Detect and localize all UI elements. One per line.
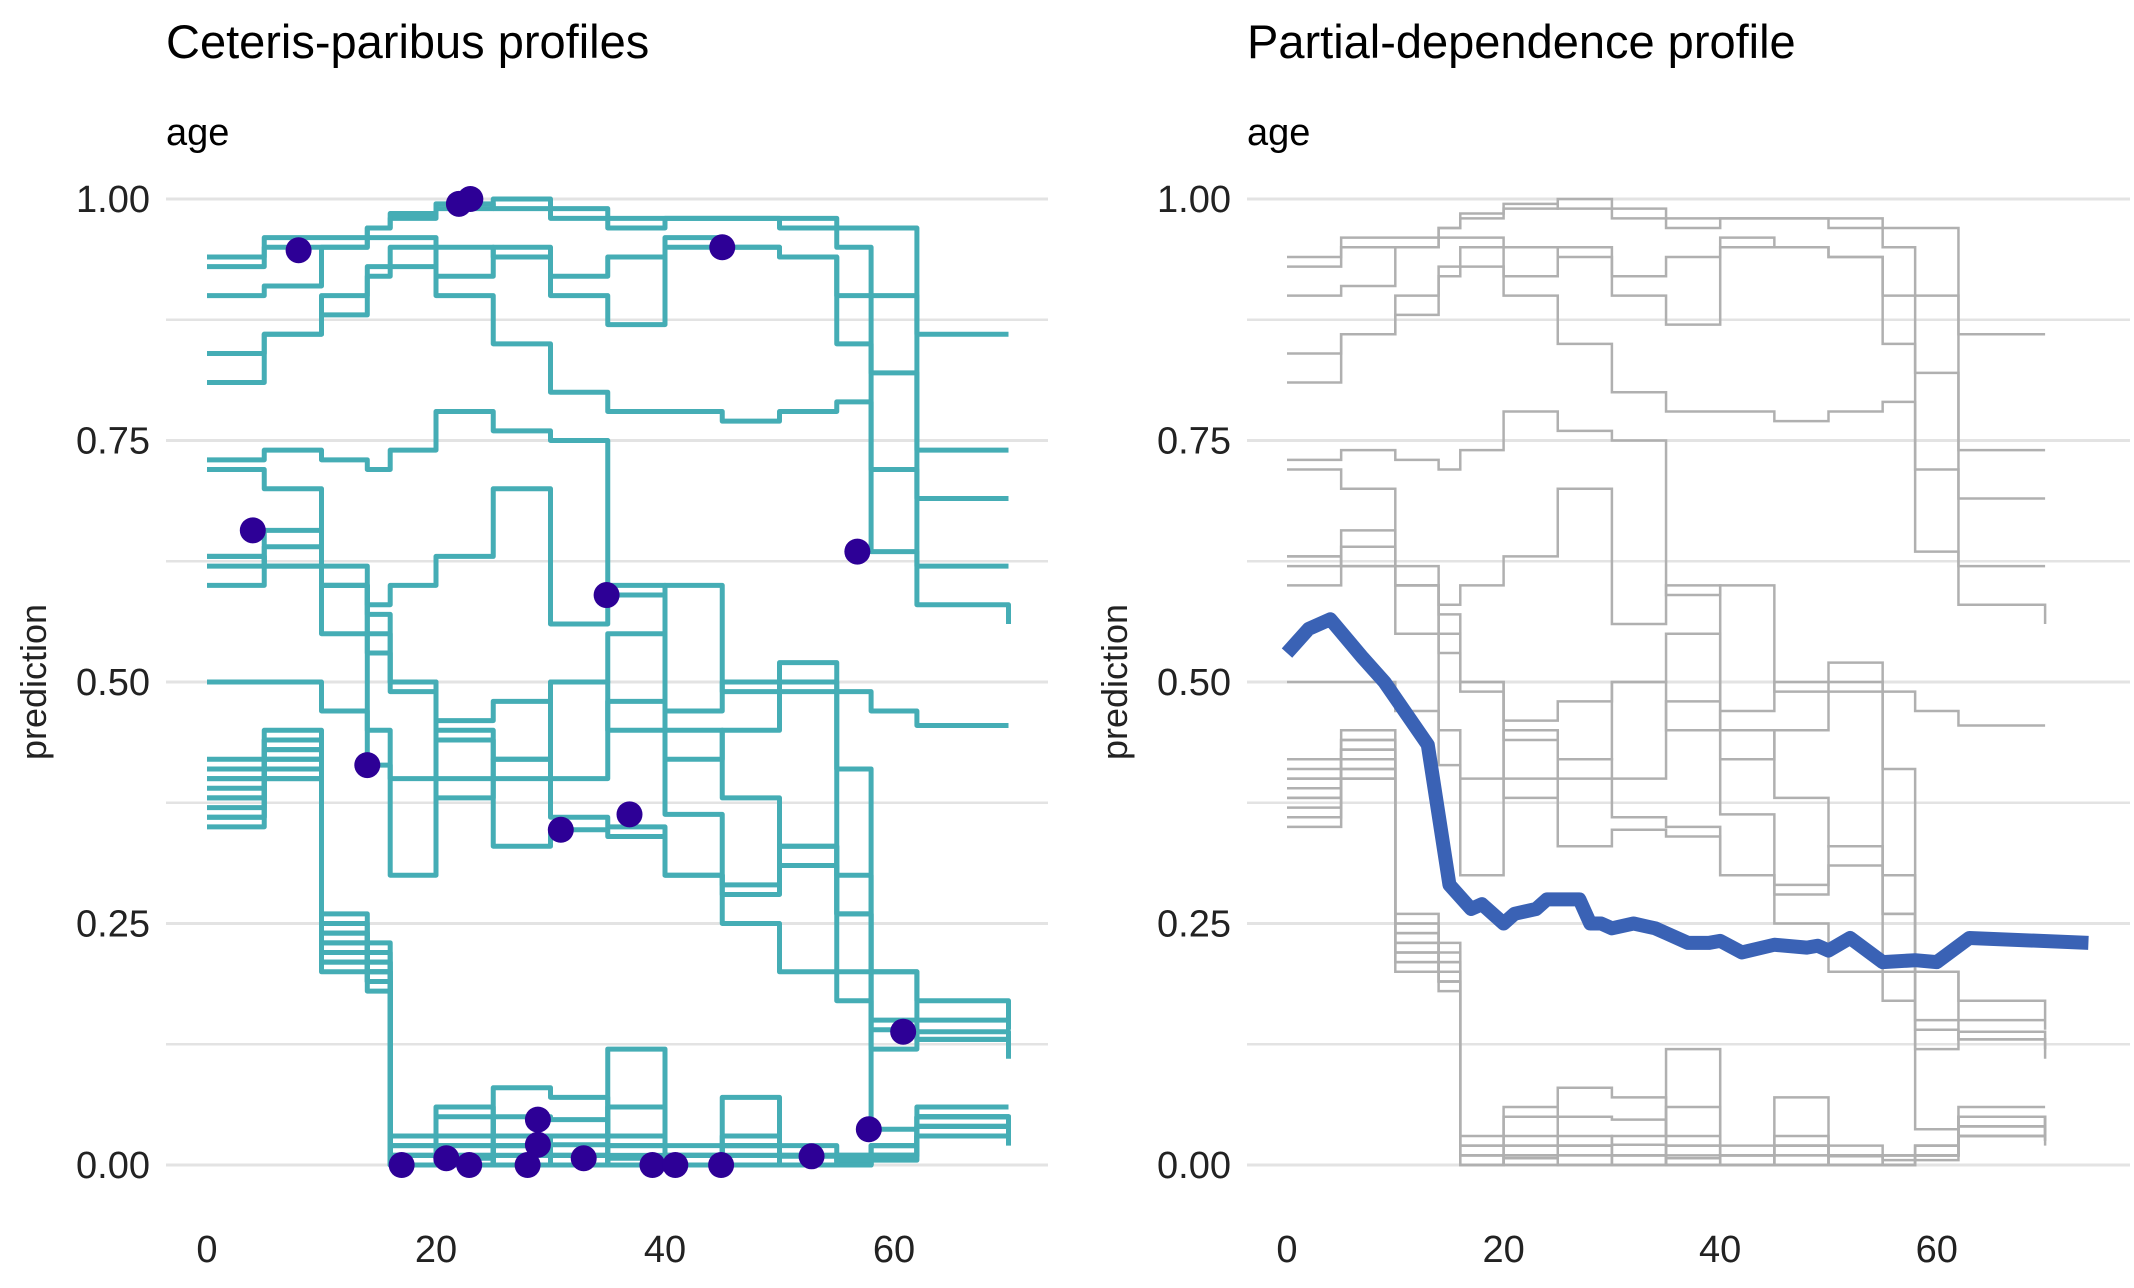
observation-point: [616, 801, 643, 828]
panel-ceteris-paribus: Ceteris-paribus profiles age prediction …: [13, 15, 1048, 1271]
observation-point: [457, 186, 484, 212]
facet-label: age: [1247, 112, 1310, 154]
y-tick-label: 0.00: [1157, 1145, 1231, 1187]
observation-point: [844, 538, 871, 565]
cp-profile-line-grey: [1287, 265, 2047, 625]
chart-title: Ceteris-paribus profiles: [166, 15, 649, 68]
facet-label: age: [166, 112, 229, 154]
cp-profile-line: [207, 244, 1009, 569]
y-tick-label: 0.75: [76, 421, 150, 463]
observation-point: [798, 1143, 825, 1170]
observation-point: [433, 1145, 460, 1172]
observation-point: [709, 234, 736, 261]
panel-partial-dependence: Partial-dependence profile age predictio…: [1094, 15, 2130, 1271]
cp-profile-line: [207, 409, 1009, 728]
y-tick-label: 1.00: [76, 179, 150, 221]
x-tick-label: 60: [873, 1229, 915, 1271]
y-tick-label: 0.50: [76, 662, 150, 704]
cp-profile-line: [207, 264, 1011, 625]
observation-point: [456, 1152, 483, 1178]
x-tick-label: 60: [1916, 1229, 1958, 1271]
cp-profile-line-grey: [1287, 246, 2046, 568]
y-axis-label: prediction: [13, 604, 54, 760]
y-tick-label: 0.00: [76, 1145, 150, 1187]
background-profiles: [1287, 197, 2047, 1167]
cp-profile-line-grey: [1287, 410, 2046, 727]
y-tick-label: 0.25: [1157, 904, 1231, 946]
cp-profile-line: [207, 776, 1009, 1168]
observation-point: [239, 517, 266, 544]
observation-point: [354, 752, 381, 779]
pd-line: [1281, 612, 2089, 970]
observation-point: [524, 1106, 551, 1133]
y-tick-label: 1.00: [1157, 179, 1231, 221]
observation-points: [239, 186, 917, 1178]
cp-profile-line: [207, 235, 1009, 501]
chart-title: Partial-dependence profile: [1247, 15, 1796, 68]
cp-profile-line: [207, 679, 1009, 1132]
cp-profile-line-grey: [1287, 680, 2046, 1131]
cp-profile-line-grey: [1287, 758, 2047, 1167]
observation-point: [514, 1152, 541, 1178]
observation-point: [708, 1152, 735, 1178]
observation-point: [524, 1131, 551, 1158]
observation-point: [570, 1145, 597, 1172]
observation-point: [639, 1152, 666, 1178]
x-tick-label: 0: [1276, 1229, 1297, 1271]
x-tick-label: 40: [1699, 1229, 1741, 1271]
cp-profile-line-grey: [1287, 777, 2046, 1167]
y-tick-label: 0.25: [76, 904, 150, 946]
observation-point: [388, 1152, 415, 1178]
observation-point: [547, 816, 574, 843]
y-tick-label: 0.75: [1157, 421, 1231, 463]
observation-point: [285, 237, 312, 264]
observation-point: [662, 1152, 689, 1178]
y-tick-label: 0.50: [1157, 662, 1231, 704]
cp-profile-line-grey: [1287, 202, 2046, 452]
x-tick-label: 20: [1482, 1229, 1524, 1271]
cp-profile-line-grey: [1287, 236, 2046, 500]
x-tick-label: 0: [196, 1229, 217, 1271]
observation-point: [890, 1018, 917, 1045]
observation-point: [593, 582, 620, 609]
observation-point: [855, 1116, 882, 1143]
x-tick-label: 40: [644, 1229, 686, 1271]
x-tick-label: 20: [415, 1229, 457, 1271]
y-axis-label: prediction: [1094, 604, 1135, 760]
